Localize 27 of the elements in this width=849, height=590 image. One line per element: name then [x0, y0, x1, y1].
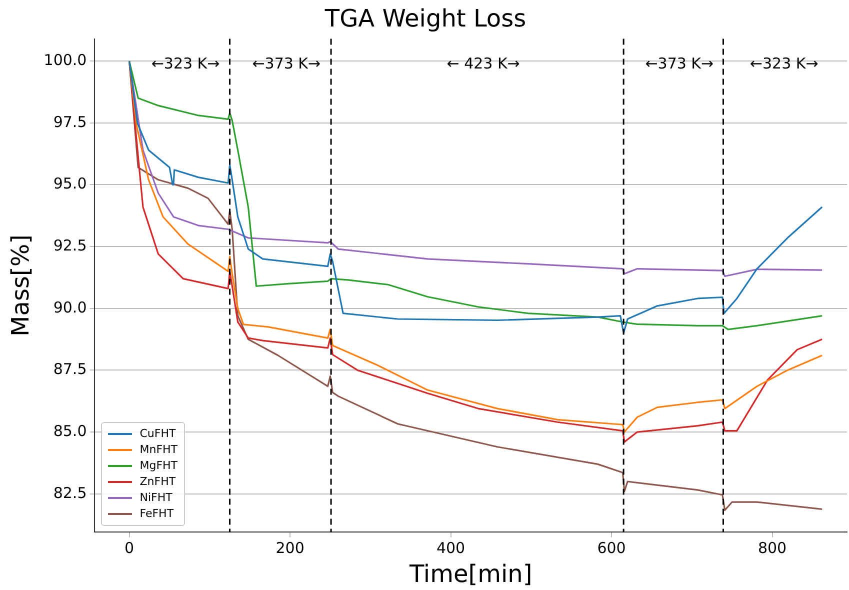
x-tick-label: 800	[758, 539, 787, 558]
y-tick-label: 90.0	[53, 298, 87, 316]
chart-title: TGA Weight Loss	[324, 4, 526, 33]
annotation: ←323 K→	[151, 54, 220, 73]
x-tick-label: 400	[436, 539, 466, 558]
x-tick-label: 0	[124, 539, 134, 558]
y-tick-label: 87.5	[53, 360, 87, 378]
legend-label: NiFHT	[140, 490, 172, 506]
legend-label: MgFHT	[140, 458, 178, 474]
y-tick-label: 85.0	[53, 422, 87, 440]
y-tick-label: 100.0	[44, 50, 87, 69]
x-axis-title: Time[min]	[408, 560, 532, 588]
annotation: ←323 K→	[750, 54, 818, 73]
y-axis-title: Mass[%]	[6, 234, 35, 336]
annotation: ← 423 K→	[446, 54, 520, 73]
legend-label: MnFHT	[140, 442, 178, 458]
y-tick-label: 95.0	[53, 174, 87, 193]
y-tick-label: 92.5	[53, 236, 87, 254]
legend-label: FeFHT	[140, 506, 174, 522]
annotation: ←373 K→	[252, 54, 321, 73]
annotation: ←373 K→	[645, 54, 714, 73]
legend-label: CuFHT	[140, 426, 176, 442]
y-tick-label: 97.5	[53, 112, 87, 131]
y-tick-label: 82.5	[53, 484, 87, 502]
x-tick-label: 600	[597, 539, 626, 558]
legend-label: ZnFHT	[140, 474, 176, 490]
x-tick-label: 200	[276, 539, 304, 558]
